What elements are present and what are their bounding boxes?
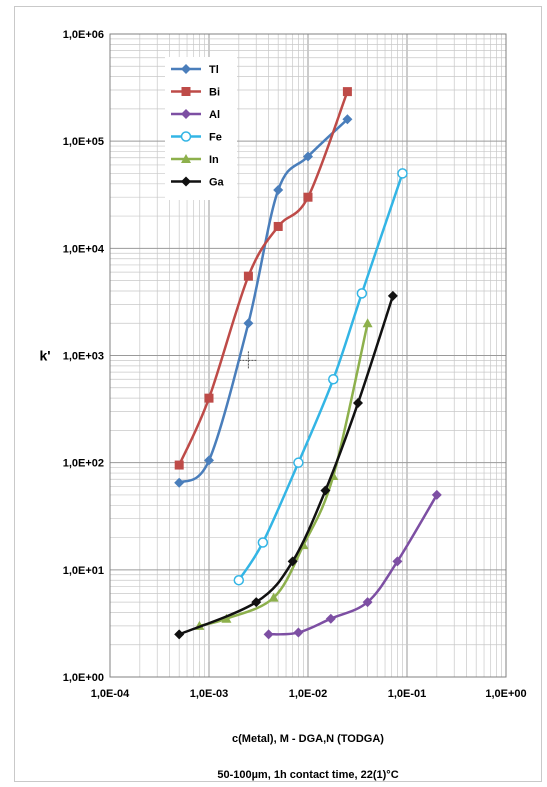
data-point [328,374,339,385]
data-point [387,290,398,301]
data-point [356,288,368,299]
y-tick-label: 1,0E+03 [63,351,104,363]
data-point [243,318,254,329]
series-line [178,295,395,636]
data-point [233,574,245,586]
legend-marker [181,176,191,187]
data-point [342,114,353,125]
legend-item: Tl [171,64,219,76]
data-point [273,185,284,196]
legend-label: Bi [209,87,220,99]
legend-item: Ga [171,176,225,189]
cursor-crosshair [239,351,258,370]
legend-item: Fe [171,131,222,144]
y-tick-label: 1,0E+02 [63,458,104,470]
legend-marker [180,131,192,142]
chart-plot: 1,0E+00 1,0E+01 1,0E+02 1,0E+03 1,0E+04 1,0E+… [39,29,526,781]
legend: Tl Bi Al Fe In Ga [165,57,237,200]
data-point [273,221,283,231]
data-point [251,597,262,608]
data-point [204,455,214,466]
legend-label: Al [209,109,220,121]
data-point [257,537,269,548]
legend-item: Al [171,109,220,121]
x-tick-label: 1,0E-01 [388,688,427,700]
legend-marker [181,87,191,96]
legend-label: Ga [209,177,225,189]
data-point [397,168,408,179]
plot-area [109,33,507,678]
data-point [293,627,304,638]
data-point [174,477,185,488]
series-fe [233,168,408,586]
data-point [204,393,214,403]
series-al [263,489,442,640]
legend-item: In [171,154,219,166]
legend-label: In [209,154,219,166]
legend-marker [181,109,191,119]
data-point [293,457,304,468]
data-point [221,613,232,623]
chart-frame: 1,0E+00 1,0E+01 1,0E+02 1,0E+03 1,0E+04 1,0E+… [14,6,542,782]
series-ga [174,290,398,640]
data-point [268,592,279,602]
data-point [174,629,185,640]
data-point [320,485,331,496]
y-tick-label: 1,0E+05 [63,136,104,148]
y-tick-label: 1,0E+00 [63,672,104,684]
legend-label: Tl [209,64,219,76]
y-axis-title: k' [39,348,50,364]
data-point [353,398,364,409]
y-tick-label: 1,0E+04 [63,243,105,255]
x-tick-label: 1,0E-04 [91,688,130,700]
legend-item: Bi [171,87,220,99]
data-point [303,151,313,162]
legend-marker [181,64,191,74]
legend-label: Fe [209,132,222,144]
data-point [174,460,184,470]
data-point [342,87,352,97]
data-point [243,271,253,281]
x-axis-title: c(Metal), M - DGA,N (TODGA) [232,733,384,745]
y-tick-label: 1,0E+01 [63,565,104,577]
series-tl [174,114,353,488]
x-tick-label: 1,0E-02 [289,688,328,700]
x-tick-label: 1,0E-03 [190,688,229,700]
legend-box [165,57,237,200]
data-point [303,192,313,202]
data-point [392,556,403,567]
series-in [194,318,373,630]
data-point [431,489,442,500]
series-bi [174,87,352,470]
chart-note: 50-100µm, 1h contact time, 22(1)°C [217,769,398,781]
y-tick-label: 1,0E+06 [63,29,104,41]
data-point [287,556,298,567]
series-line [237,173,404,581]
data-point [362,597,373,608]
data-point [325,613,336,624]
x-tick-label: 1,0E+00 [485,688,526,700]
data-point [362,318,373,328]
legend-marker [181,154,191,163]
data-point [263,629,274,640]
